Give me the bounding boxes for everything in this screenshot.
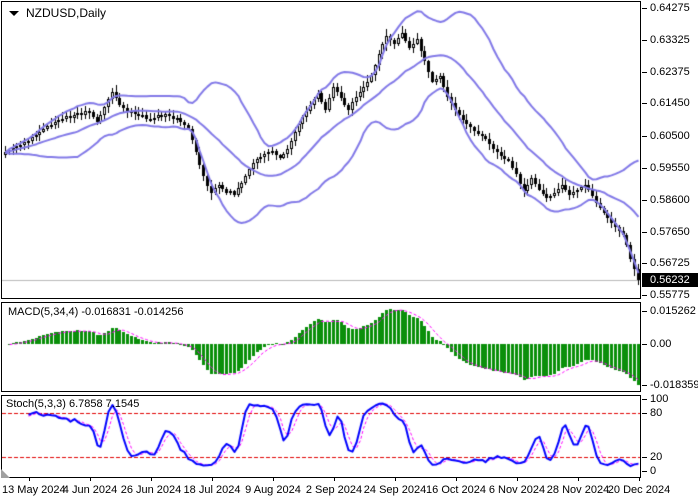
date-tick <box>334 478 335 481</box>
stoch-axis-label: 80 <box>650 407 663 419</box>
current-price-tag: 0.56232 <box>642 273 698 287</box>
axis-tick <box>642 200 647 201</box>
stoch-panel: Stoch(5,3,3) 6.7858 7.1545 <box>1 395 641 478</box>
date-label: 20 Dec 2024 <box>607 484 671 496</box>
date-tick <box>273 478 274 481</box>
date-tick <box>151 478 152 481</box>
macd-axis-label: 0.015262 <box>650 305 696 317</box>
axis-tick <box>642 103 647 104</box>
date-label: 2 Sep 2024 <box>305 484 363 496</box>
price-axis-label: 0.62375 <box>650 66 690 78</box>
date-tick <box>395 478 396 481</box>
stoch-axis-label: 100 <box>650 393 669 405</box>
axis-tick <box>642 295 647 296</box>
macd-axis-label: 0.00 <box>650 338 672 350</box>
date-label: 24 Sep 2024 <box>363 484 427 496</box>
price-chart-panel: NZDUSD,Daily <box>1 1 641 299</box>
date-tick <box>29 478 30 481</box>
date-label: 4 Jun 2024 <box>62 484 118 496</box>
axis-tick <box>642 399 647 400</box>
price-axis-label: 0.56725 <box>650 257 690 269</box>
axis-tick <box>642 457 647 458</box>
symbol-text: NZDUSD,Daily <box>26 6 107 20</box>
axis-tick <box>642 471 647 472</box>
axis-tick <box>642 413 647 414</box>
date-tick <box>90 478 91 481</box>
macd-label: MACD(5,34,4) -0.016831 -0.014256 <box>8 306 184 318</box>
date-label: 28 Nov 2024 <box>546 484 610 496</box>
price-axis[interactable]: 0.56232 0.64275 0.63325 0.62375 0.61450 0.60… <box>642 0 698 478</box>
date-label: 18 Jul 2024 <box>183 484 241 496</box>
axis-tick <box>642 40 647 41</box>
price-axis-label: 0.63325 <box>650 34 690 46</box>
date-label: 26 Jun 2024 <box>120 484 182 496</box>
date-tick <box>578 478 579 481</box>
price-axis-label: 0.55775 <box>650 289 690 301</box>
axis-tick <box>642 263 647 264</box>
macd-axis-label: -0.018359 <box>650 379 698 391</box>
macd-panel: MACD(5,34,4) -0.016831 -0.014256 <box>1 302 641 392</box>
date-axis[interactable]: 13 May 2024 4 Jun 2024 26 Jun 2024 18 Jul 2… <box>0 479 698 500</box>
axis-tick <box>642 168 647 169</box>
axis-tick <box>642 311 647 312</box>
price-axis-label: 0.58600 <box>650 194 690 206</box>
date-label: 6 Nov 2024 <box>488 484 546 496</box>
axis-tick <box>642 385 647 386</box>
stoch-axis-label: 0 <box>650 465 657 477</box>
axis-tick <box>642 8 647 9</box>
symbol-label: NZDUSD,Daily <box>9 6 106 20</box>
axis-tick <box>642 136 647 137</box>
axis-tick <box>642 344 647 345</box>
panel-resize-handle[interactable] <box>1 469 10 478</box>
macd-canvas[interactable] <box>2 303 640 391</box>
axis-tick <box>642 232 647 233</box>
stoch-axis-label: 20 <box>650 451 663 463</box>
axis-tick <box>642 72 647 73</box>
stoch-canvas[interactable] <box>2 396 640 477</box>
date-tick <box>456 478 457 481</box>
date-tick <box>212 478 213 481</box>
price-axis-label: 0.60500 <box>650 130 690 142</box>
date-tick <box>517 478 518 481</box>
stoch-label: Stoch(5,3,3) 6.7858 7.1545 <box>6 398 140 410</box>
date-label: 13 May 2024 <box>2 484 66 496</box>
date-tick <box>639 478 640 481</box>
chevron-down-icon[interactable] <box>9 10 19 16</box>
price-axis-label: 0.57650 <box>650 226 690 238</box>
price-axis-label: 0.61450 <box>650 97 690 109</box>
price-axis-label: 0.64275 <box>650 2 690 14</box>
price-chart-canvas[interactable] <box>2 2 640 298</box>
date-label: 9 Aug 2024 <box>245 484 301 496</box>
price-axis-label: 0.59550 <box>650 162 690 174</box>
date-label: 16 Oct 2024 <box>426 484 486 496</box>
